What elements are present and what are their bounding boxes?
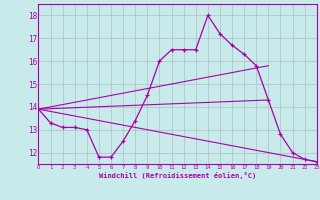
X-axis label: Windchill (Refroidissement éolien,°C): Windchill (Refroidissement éolien,°C) xyxy=(99,172,256,179)
